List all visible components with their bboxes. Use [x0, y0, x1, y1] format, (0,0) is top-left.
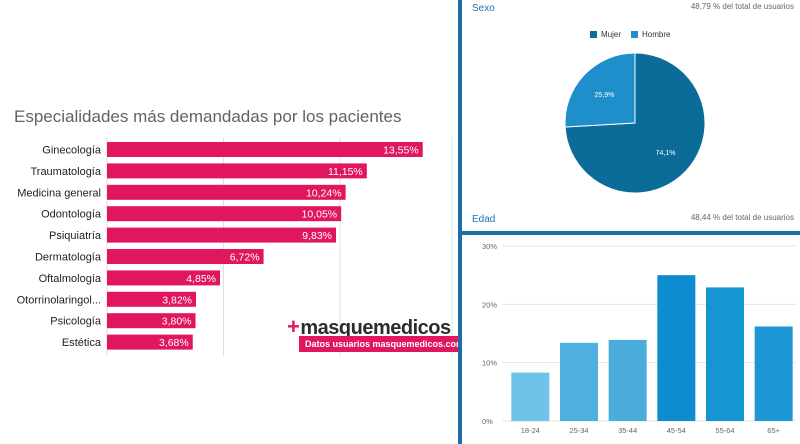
x-tick-label: 55-64 [715, 426, 734, 435]
age-bar [560, 342, 598, 421]
brand-name: masquemedicos [300, 317, 451, 339]
age-note: 48,44 % del total de usuarios [690, 213, 794, 222]
legend-label-mujer: Mujer [601, 30, 622, 39]
age-panel: 0% 10% 20% 30% 18-24 25-34 35-44 45-54 55-64 65+ [462, 235, 800, 444]
sex-legend: Mujer Hombre [590, 30, 670, 39]
x-tick-label: 65+ [767, 426, 780, 435]
legend-item-hombre: Hombre [631, 30, 670, 39]
value-label: 10,05% [302, 209, 338, 221]
legend-label-hombre: Hombre [642, 30, 671, 39]
value-label: 3,80% [162, 316, 192, 328]
value-label: 11,15% [328, 166, 363, 178]
specialties-panel: Especialidades más demandadas por los pa… [14, 107, 471, 356]
chart-title: Especialidades más demandadas por los pa… [14, 107, 402, 126]
category-label: Otorrinolaringol... [17, 294, 101, 306]
age-bar [754, 326, 793, 421]
category-label: Medicina general [17, 187, 101, 199]
bar [107, 249, 264, 264]
category-label: Estética [62, 337, 102, 349]
age-title: Edad [472, 214, 496, 225]
sex-panel: Sexo 48,79 % del total de usuarios Mujer… [462, 0, 800, 231]
bar [107, 206, 342, 222]
value-label: 10,24% [306, 187, 342, 199]
bar [107, 163, 367, 179]
bar [107, 270, 221, 286]
vertical-divider [458, 0, 462, 444]
brand-tagline: Datos usuarios masquemedicos.com [299, 336, 471, 352]
bar [107, 142, 423, 157]
bar [107, 291, 197, 307]
slice-label: 25,9% [595, 92, 615, 99]
legend-item-mujer: Mujer [590, 30, 621, 39]
age-bar-chart: 0% 10% 20% 30% 18-24 25-34 35-44 45-54 55-64 65+ [482, 242, 796, 435]
horizontal-divider [462, 231, 800, 235]
x-tick-label: 45-54 [667, 426, 686, 435]
age-bar [706, 287, 744, 421]
sex-pie-chart: 74,1% 25,9% [564, 52, 706, 194]
brand-plus-icon: + [287, 314, 300, 339]
category-label: Psicología [50, 316, 102, 328]
bar [107, 313, 196, 329]
x-tick-label: 18-24 [521, 426, 540, 435]
sex-title: Sexo [472, 3, 495, 14]
x-tick-label: 35-44 [618, 426, 637, 435]
brand-logo: +masquemedicos [287, 314, 451, 340]
pie-slice [564, 52, 636, 128]
category-label: Odontología [41, 209, 102, 221]
bar [107, 334, 193, 350]
legend-swatch-mujer [590, 31, 597, 38]
y-tick-label: 10% [482, 359, 497, 368]
age-bar [511, 372, 550, 421]
bar [107, 227, 337, 243]
value-label: 13,55% [383, 145, 419, 157]
category-label: Ginecología [42, 145, 102, 157]
legend-swatch-hombre [631, 31, 639, 38]
value-label: 3,68% [159, 337, 189, 349]
sex-note: 48,79 % del total de usuarios [690, 2, 794, 11]
brand-watermark: +masquemedicos Datos usuarios masquemedi… [287, 314, 471, 354]
specialties-bar-chart: Ginecología 13,55% Traumatología 11,15% Medi… [17, 137, 453, 356]
category-label: Oftalmología [39, 273, 102, 285]
y-tick-label: 30% [482, 242, 497, 251]
value-label: 6,72% [230, 252, 260, 264]
slice-label: 74,1% [656, 150, 676, 157]
y-tick-label: 0% [482, 417, 493, 426]
age-bar [608, 339, 647, 421]
category-label: Psiquiatría [49, 230, 102, 242]
y-tick-label: 20% [482, 300, 497, 309]
bar [107, 184, 346, 200]
value-label: 9,83% [302, 230, 332, 242]
age-bar [657, 275, 696, 421]
category-label: Traumatología [30, 166, 101, 178]
value-label: 4,85% [186, 273, 216, 285]
x-tick-label: 25-34 [569, 426, 588, 435]
category-label: Dermatología [35, 252, 102, 264]
value-label: 3,82% [162, 294, 192, 306]
